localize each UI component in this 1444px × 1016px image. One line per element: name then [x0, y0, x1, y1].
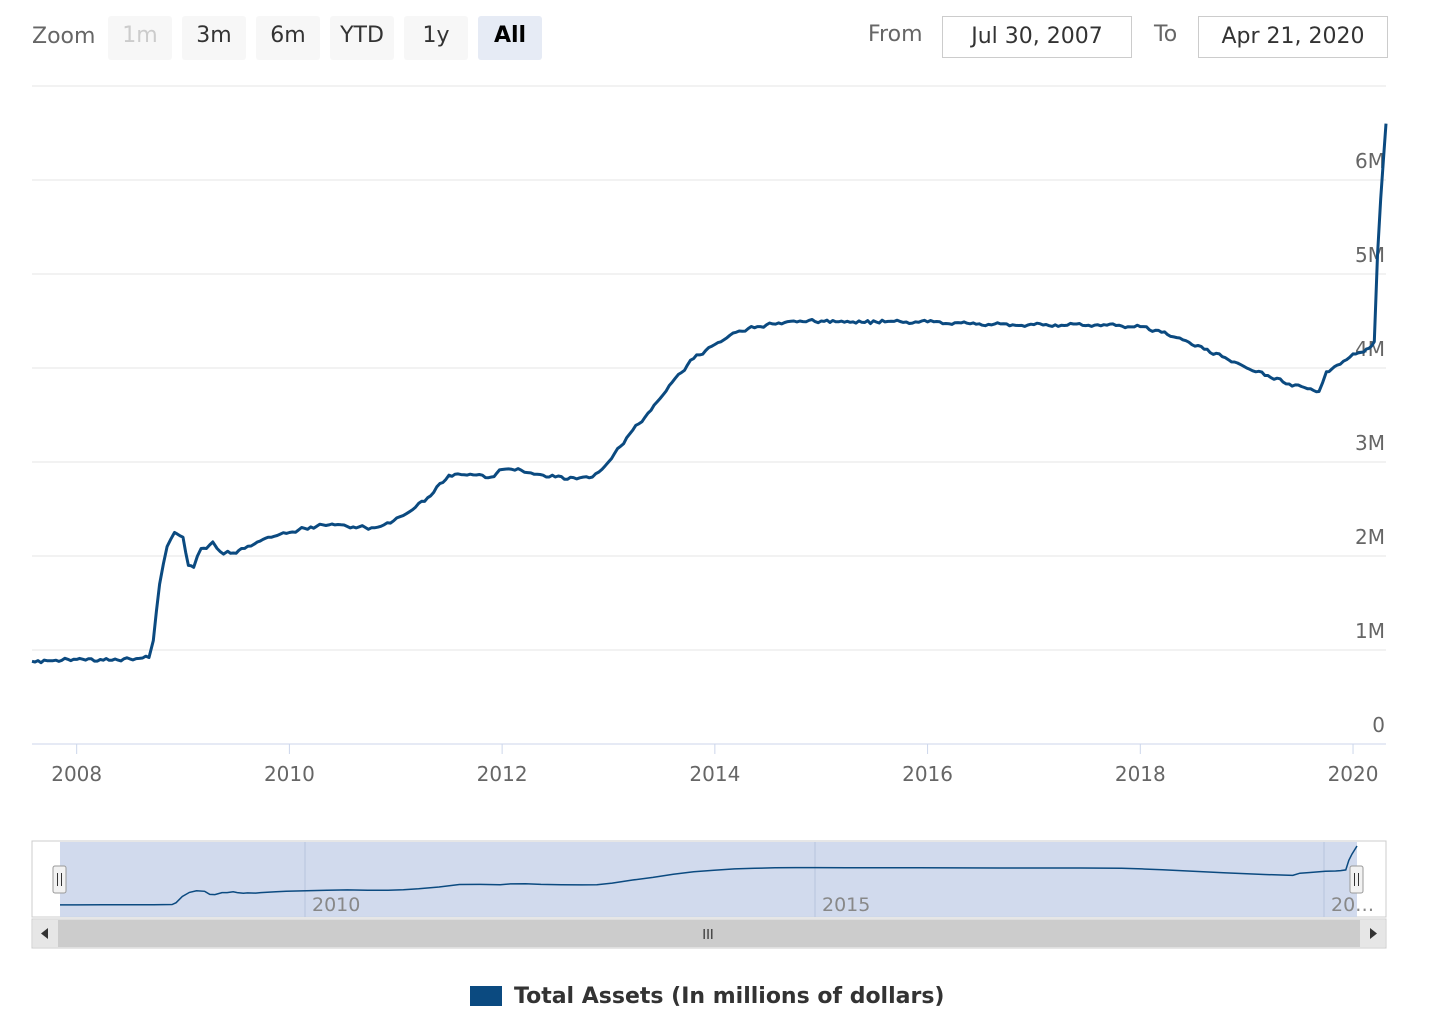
scrollbar-left-arrow[interactable]: [33, 920, 58, 947]
x-tick-label-2020: 2020: [1328, 762, 1379, 786]
arrow-left-icon: [41, 928, 48, 939]
navigator-label-2015: 2015: [822, 894, 870, 916]
y-tick-label-3M: 3M: [1355, 431, 1385, 455]
x-tick-label-2018: 2018: [1115, 762, 1166, 786]
zoom-6m-button[interactable]: 6m: [256, 16, 320, 60]
legend[interactable]: Total Assets (In millions of dollars): [470, 980, 944, 1012]
from-date-input[interactable]: Jul 30, 2007: [942, 16, 1132, 58]
y-tick-label-1M: 1M: [1355, 619, 1385, 643]
navigator-left-handle[interactable]: [52, 865, 67, 894]
to-date-input[interactable]: Apr 21, 2020: [1198, 16, 1388, 58]
navigator-series-line: [60, 845, 1358, 906]
x-tick-label-2012: 2012: [477, 762, 528, 786]
y-tick-label-5M: 5M: [1355, 243, 1385, 267]
x-tick-label-2010: 2010: [264, 762, 315, 786]
navigator-label-2010: 2010: [312, 894, 360, 916]
zoom-1y-button[interactable]: 1y: [404, 16, 468, 60]
series-line-total-assets: [31, 123, 1388, 665]
navigator-selected-range[interactable]: [60, 842, 1357, 917]
x-tick-label-2016: 2016: [902, 762, 953, 786]
from-label: From: [868, 22, 923, 47]
zoom-all-button[interactable]: All: [478, 16, 542, 60]
arrow-right-icon: [1370, 928, 1377, 939]
scrollbar[interactable]: III: [31, 918, 1387, 949]
navigator-right-handle[interactable]: [1349, 865, 1364, 894]
scrollbar-grip: III: [702, 928, 714, 943]
y-tick-label-0: 0: [1372, 713, 1385, 737]
zoom-3m-button[interactable]: 3m: [182, 16, 246, 60]
zoom-label: Zoom: [32, 24, 96, 49]
x-tick-label-2014: 2014: [689, 762, 740, 786]
zoom-ytd-button[interactable]: YTD: [330, 16, 394, 60]
y-tick-label-6M: 6M: [1355, 149, 1385, 173]
scrollbar-thumb[interactable]: [58, 920, 1360, 947]
zoom-1m-button[interactable]: 1m: [108, 16, 172, 60]
navigator[interactable]: 2010 2015 20…: [31, 840, 1387, 918]
scrollbar-right-arrow[interactable]: [1360, 920, 1385, 947]
x-tick-label-2008: 2008: [51, 762, 102, 786]
to-label: To: [1154, 22, 1178, 47]
legend-label: Total Assets (In millions of dollars): [514, 983, 945, 1009]
y-tick-label-2M: 2M: [1355, 525, 1385, 549]
legend-swatch: [470, 986, 502, 1006]
navigator-label-2020: 20…: [1331, 894, 1374, 916]
